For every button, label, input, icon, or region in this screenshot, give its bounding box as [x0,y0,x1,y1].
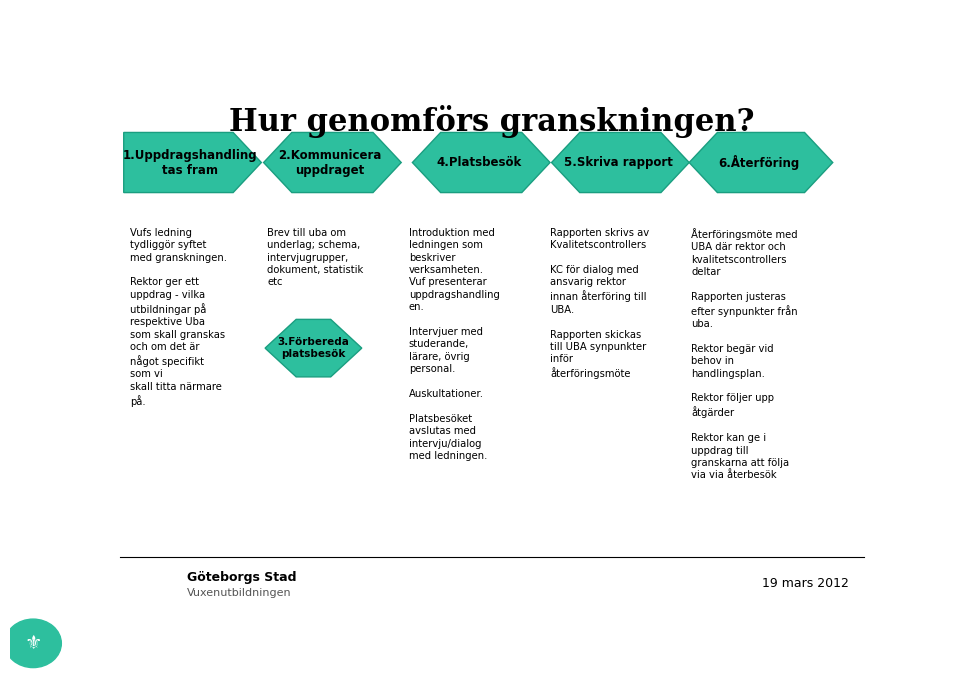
Text: Göteborgs Stad: Göteborgs Stad [187,570,297,584]
Text: 4.Platsbesök: 4.Platsbesök [437,156,521,169]
Polygon shape [265,319,362,377]
Polygon shape [413,132,550,193]
Polygon shape [689,132,832,193]
Text: Hur genomförs granskningen?: Hur genomförs granskningen? [229,105,755,138]
Text: Brev till uba om
underlag; schema,
intervjugrupper,
dokument, statistik
etc: Brev till uba om underlag; schema, inter… [267,228,364,287]
Text: 3.Förbereda
platsbesök: 3.Förbereda platsbesök [277,337,349,359]
Text: Återföringsmöte med
UBA där rektor och
kvalitetscontrollers
deltar

Rapporten ju: Återföringsmöte med UBA där rektor och k… [691,228,798,480]
Polygon shape [264,132,401,193]
Text: Introduktion med
ledningen som
beskriver
verksamheten.
Vuf presenterar
uppdragsh: Introduktion med ledningen som beskriver… [409,228,499,461]
Circle shape [5,619,61,667]
Polygon shape [124,132,261,193]
Text: Rapporten skrivs av
Kvalitetscontrollers

KC för dialog med
ansvarig rektor
inna: Rapporten skrivs av Kvalitetscontrollers… [550,228,649,380]
Text: ⚜: ⚜ [24,634,42,653]
Text: 6.Återföring: 6.Återföring [718,155,800,170]
Text: Vuxenutbildningen: Vuxenutbildningen [187,588,292,598]
Polygon shape [551,132,689,193]
Text: 19 mars 2012: 19 mars 2012 [762,577,849,590]
Text: 2.Kommunicera
uppdraget: 2.Kommunicera uppdraget [278,149,382,177]
Text: 1.Uppdragshandling
tas fram: 1.Uppdragshandling tas fram [123,149,257,177]
Text: 5.Skriva rapport: 5.Skriva rapport [564,156,673,169]
Text: Vufs ledning
tydliggör syftet
med granskningen.

Rektor ger ett
uppdrag - vilka
: Vufs ledning tydliggör syftet med gransk… [130,228,227,407]
